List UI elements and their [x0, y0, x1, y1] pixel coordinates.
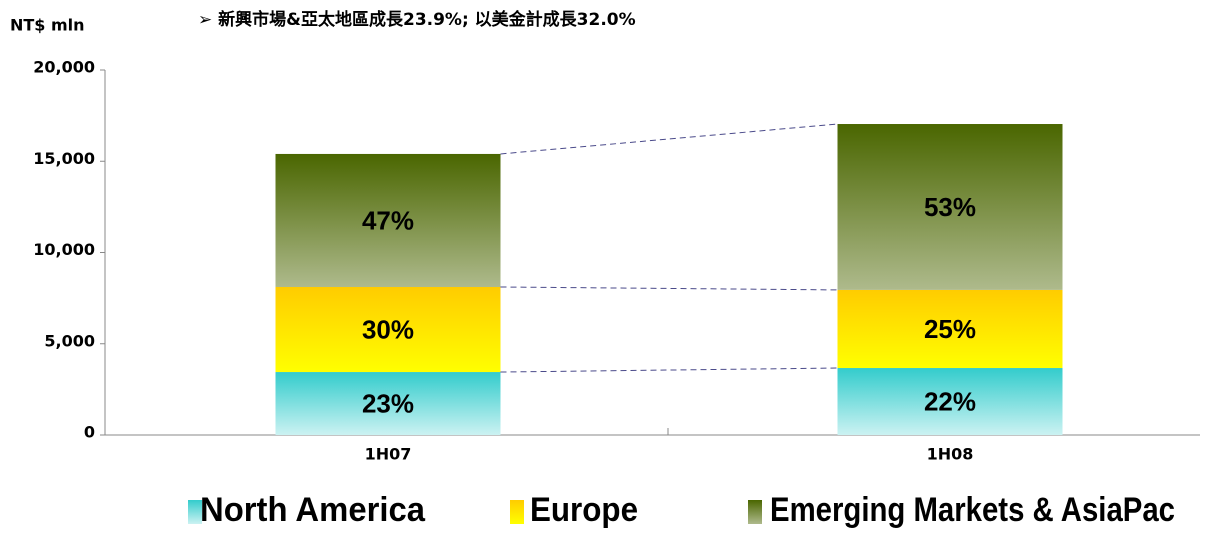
x-tick-label: 1H07: [365, 445, 412, 464]
bar-segment: [837, 368, 1063, 435]
segment-label: 53%: [924, 192, 976, 222]
segment-label: 23%: [362, 388, 414, 418]
legend-label: Europe: [530, 491, 638, 529]
connector: [500, 286, 838, 291]
segment-label: 22%: [924, 386, 976, 416]
legend-label: Emerging Markets & AsiaPac: [770, 491, 1175, 529]
bar-segment: [837, 289, 1063, 369]
connector: [500, 123, 838, 155]
bar-segment: [275, 153, 501, 287]
segment-label: 30%: [362, 314, 414, 344]
bar-segment: [275, 286, 501, 373]
legend-swatch: [188, 500, 202, 524]
legend-swatch: [748, 500, 762, 524]
x-tick-label: 1H08: [927, 445, 974, 464]
y-tick-label: 10,000: [33, 240, 95, 259]
y-axis-label: NT$ mln: [10, 16, 85, 35]
bar-segment: [275, 372, 501, 435]
y-tick-label: 15,000: [33, 149, 95, 168]
bar-segment: [837, 124, 1063, 290]
chart-title: ➢ 新興市場&亞太地區成長23.9%; 以美金計成長32.0%: [198, 9, 636, 30]
y-tick-label: 5,000: [44, 331, 95, 350]
connector: [500, 367, 838, 373]
segment-label: 25%: [924, 314, 976, 344]
y-tick-label: 0: [84, 423, 95, 442]
legend-label: North America: [200, 491, 426, 529]
y-tick-label: 20,000: [33, 58, 95, 77]
legend-swatch: [510, 500, 524, 524]
segment-label: 47%: [362, 205, 414, 235]
